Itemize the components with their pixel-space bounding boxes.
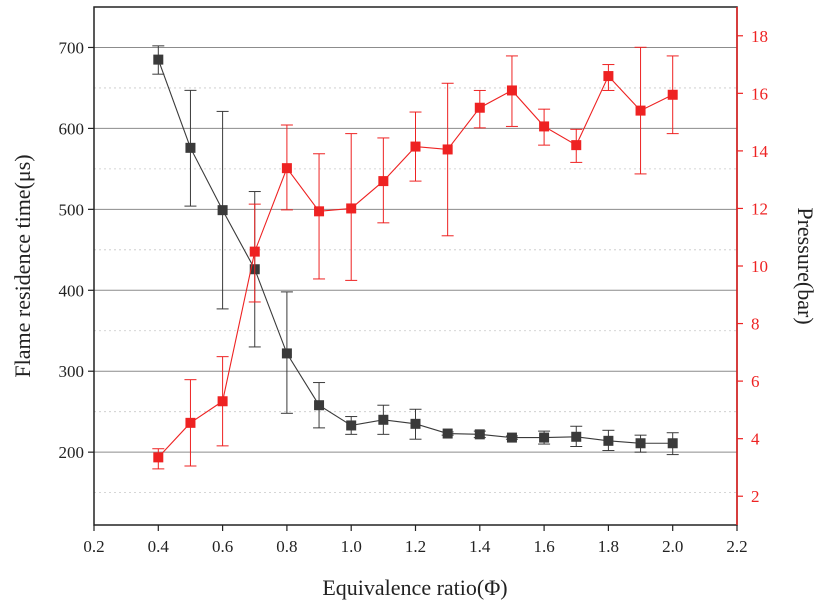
x-axis-title: Equivalence ratio(Φ) (322, 575, 507, 600)
data-point (185, 417, 196, 428)
data-point (249, 246, 260, 257)
data-point (506, 85, 517, 96)
right-tick-label: 12 (751, 199, 768, 218)
right-axis-ticks: 2 4 6 8 10 12 14 16 18 (737, 27, 769, 506)
x-tick-label: 1.0 (341, 537, 362, 556)
x-tick-label: 0.4 (148, 537, 170, 556)
right-tick-label: 18 (751, 27, 768, 46)
data-point (603, 71, 614, 82)
series-layer (152, 45, 679, 470)
right-axis-title: Pressure(bar) (793, 207, 818, 324)
left-axis-title: Flame residence time(μs) (10, 154, 35, 377)
data-point (281, 348, 292, 359)
x-tick-label: 2.0 (662, 537, 683, 556)
right-tick-label: 16 (751, 84, 768, 103)
right-tick-label: 4 (751, 430, 760, 449)
x-tick-label: 1.4 (469, 537, 491, 556)
x-tick-label: 0.6 (212, 537, 233, 556)
y-tick-label: 400 (59, 281, 85, 300)
data-point (635, 105, 646, 116)
data-point (506, 432, 517, 443)
x-tick-label: 0.8 (276, 537, 297, 556)
x-tick-label: 1.2 (405, 537, 426, 556)
y-tick-label: 500 (59, 200, 85, 219)
data-point (571, 140, 582, 151)
data-point (153, 452, 164, 463)
data-point (378, 176, 389, 187)
y-tick-label: 300 (59, 362, 85, 381)
data-point (474, 102, 485, 113)
data-point (603, 435, 614, 446)
x-tick-label: 2.2 (726, 537, 747, 556)
data-point (539, 121, 550, 132)
data-point (571, 431, 582, 442)
data-point (410, 141, 421, 152)
right-tick-label: 14 (751, 142, 769, 161)
data-point (346, 203, 357, 214)
data-point (635, 438, 646, 449)
data-point (667, 438, 678, 449)
data-point (281, 163, 292, 174)
x-tick-label: 1.8 (598, 537, 619, 556)
data-point (314, 206, 325, 217)
data-point (153, 54, 164, 65)
data-point (185, 142, 196, 153)
data-point (314, 400, 325, 411)
right-tick-label: 8 (751, 315, 760, 334)
y-tick-label: 600 (59, 119, 85, 138)
series-right (152, 46, 679, 470)
right-tick-label: 2 (751, 487, 760, 506)
data-point (217, 205, 228, 216)
left-axis-ticks: 200 300 400 500 600 700 (59, 38, 94, 462)
x-tick-label: 0.2 (83, 537, 104, 556)
right-tick-label: 10 (751, 257, 768, 276)
data-point (378, 414, 389, 425)
y-tick-label: 200 (59, 443, 85, 462)
right-tick-label: 6 (751, 372, 760, 391)
data-point (217, 396, 228, 407)
data-point (474, 429, 485, 440)
y-tick-label: 700 (59, 38, 85, 57)
data-point (442, 428, 453, 439)
data-point (539, 432, 550, 443)
data-point (667, 89, 678, 100)
data-point (410, 418, 421, 429)
data-point (442, 144, 453, 155)
data-point (346, 420, 357, 431)
x-tick-label: 1.6 (533, 537, 554, 556)
x-axis-ticks: 0.2 0.4 0.6 0.8 1.0 1.2 1.4 1.6 1.8 2.0 2.2 (83, 525, 748, 556)
series-left (152, 45, 679, 456)
